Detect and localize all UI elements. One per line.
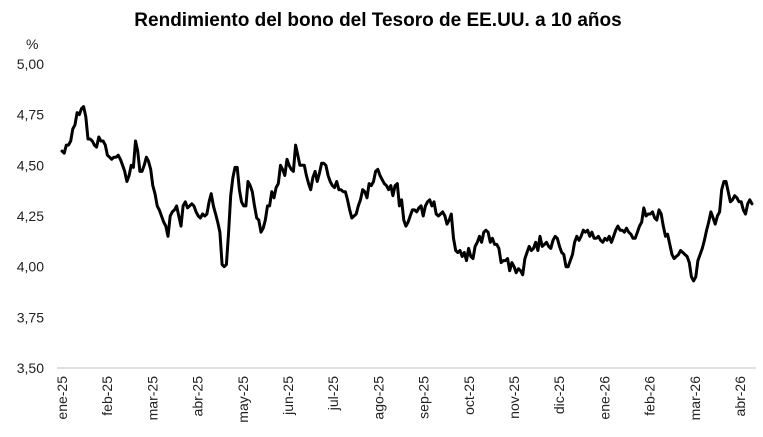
y-tick-label: 4,50 <box>17 157 44 173</box>
plot-area <box>60 105 754 283</box>
x-tick-label: may-25 <box>235 376 251 423</box>
y-axis-unit: % <box>26 36 38 52</box>
y-tick-label: 4,75 <box>17 107 44 123</box>
x-tick-label: jun-25 <box>280 376 296 416</box>
x-tick-label: oct-25 <box>461 376 477 415</box>
series-line <box>60 105 754 283</box>
y-tick-labels: 3,50 3,75 4,00 4,25 4,50 4,75 5,00 <box>17 56 44 376</box>
x-tick-label: ene-25 <box>54 376 70 420</box>
y-tick-label: 5,00 <box>17 56 44 72</box>
x-tick-label: mar-25 <box>144 376 160 421</box>
x-tick-labels: ene-25 feb-25 mar-25 abr-25 may-25 jun-25 jul-… <box>54 376 748 423</box>
chart-title: Rendimiento del bono del Tesoro de EE.UU… <box>134 10 621 31</box>
y-tick-label: 4,00 <box>17 259 44 275</box>
y-tick-label: 3,50 <box>17 360 44 376</box>
x-tick-label: abr-25 <box>190 376 206 417</box>
x-tick-label: nov-25 <box>506 376 522 419</box>
x-tick-label: mar-26 <box>687 376 703 421</box>
x-tick-label: sep-25 <box>416 376 432 419</box>
x-tick-label: jul-25 <box>325 376 341 411</box>
x-tick-label: dic-25 <box>551 376 567 414</box>
x-tick-label: ago-25 <box>370 376 386 420</box>
y-tick-label: 4,25 <box>17 208 44 224</box>
x-tick-label: feb-26 <box>642 376 658 416</box>
x-tick-label: ene-26 <box>596 376 612 420</box>
x-tick-label: abr-26 <box>732 376 748 417</box>
y-tick-label: 3,75 <box>17 309 44 325</box>
x-tick-label: feb-25 <box>99 376 115 416</box>
